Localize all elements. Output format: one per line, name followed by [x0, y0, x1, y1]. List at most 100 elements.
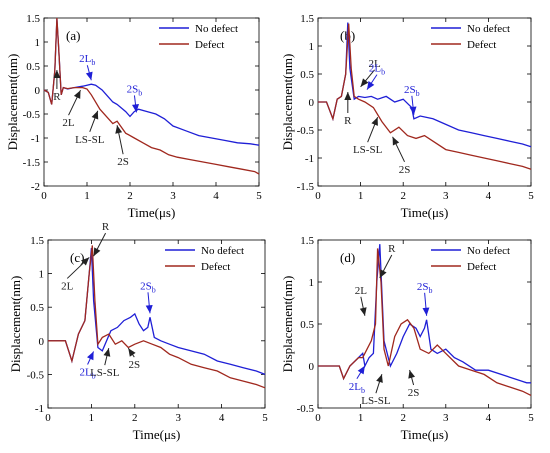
annotation-label: 2Sb: [417, 281, 433, 295]
y-tick-label: 0: [39, 336, 45, 348]
annotation-label: 2L: [368, 58, 381, 70]
legend-label: Defect: [195, 39, 224, 51]
annotation-label: R: [53, 91, 61, 103]
panel-label: (c): [70, 250, 84, 265]
x-tick-label: 5: [528, 412, 534, 424]
y-tick-label: -1.5: [23, 157, 41, 169]
x-tick-label: 5: [256, 190, 262, 202]
panel-label: (d): [340, 250, 355, 265]
series-line-no-defect: [48, 248, 266, 376]
annotation-label: 2Lb: [349, 381, 365, 395]
x-tick-label: 0: [45, 412, 51, 424]
x-tick-label: 5: [262, 412, 268, 424]
annotation-arrow-head: [115, 125, 123, 134]
x-tick-label: 3: [175, 412, 181, 424]
annotation-arrow-head: [128, 348, 136, 357]
x-tick-label: 3: [170, 190, 176, 202]
x-tick-label: 3: [443, 190, 449, 202]
annotation-label: LS-SL: [90, 367, 120, 379]
annotation-arrow-head: [73, 90, 81, 99]
x-axis-label: Time(μs): [128, 205, 176, 220]
x-tick-label: 1: [84, 190, 90, 202]
plot-frame: [47, 239, 266, 409]
annotation-arrow-head: [93, 247, 101, 257]
x-tick-label: 4: [486, 190, 492, 202]
annotation-label: 2Sb: [140, 280, 156, 294]
y-tick-label: 0.5: [26, 61, 40, 73]
panel-label: (a): [66, 28, 80, 43]
legend-label: No defect: [201, 245, 244, 257]
panel-c: 0 1 2 3 4 5 -1 -0.5 0 0.5 1 1.5 Time(μs) Displacement…: [8, 221, 268, 442]
y-axis-label: Displacement(nm): [280, 276, 295, 373]
y-tick-label: 1: [35, 37, 41, 49]
y-tick-label: 1.5: [300, 235, 314, 247]
annotation-arrow-head: [359, 307, 367, 316]
legend-label: Defect: [467, 261, 496, 273]
annotation-arrow-head: [408, 370, 415, 379]
annotation-arrow-head: [91, 110, 99, 120]
legend-label: Defect: [467, 39, 496, 51]
x-tick-label: 2: [132, 412, 138, 424]
panel-a: 0 1 2 3 4 5 -2 -1.5 -1 -0.5 0 0.5 1 1.5 Time(μs) Displa…: [5, 13, 262, 220]
x-axis-label: Time(μs): [401, 427, 449, 442]
annotation-label: 2Lb: [79, 367, 95, 381]
annotation-label: LS-SL: [353, 144, 383, 156]
annotation-label: 2Sb: [127, 83, 143, 97]
legend-label: No defect: [467, 245, 510, 257]
annotation-label: 2L: [61, 280, 74, 292]
y-tick-label: 0.5: [30, 302, 44, 314]
annotation-arrow-head: [371, 117, 378, 126]
y-tick-label: -1: [31, 133, 40, 145]
annotation-arrow-head: [392, 136, 400, 146]
y-tick-label: -1: [305, 153, 314, 165]
annotation-label: 2S: [408, 387, 420, 399]
y-tick-label: -0.5: [297, 403, 315, 415]
y-tick-label: -2: [31, 181, 40, 193]
x-tick-label: 0: [41, 190, 47, 202]
plot-frame: [43, 17, 260, 187]
x-tick-label: 1: [358, 412, 364, 424]
y-tick-label: -1: [35, 403, 44, 415]
y-tick-label: 1: [309, 41, 315, 53]
annotation-label: 2Lb: [369, 63, 385, 77]
x-tick-label: 4: [486, 412, 492, 424]
annotation-arrow-head: [87, 351, 94, 361]
y-tick-label: 1.5: [26, 13, 40, 25]
y-tick-label: -0.5: [23, 109, 41, 121]
annotation-arrow-head: [360, 78, 369, 87]
y-tick-label: -1.5: [297, 181, 315, 193]
annotation-arrow-head: [376, 374, 383, 383]
annotation-label: R: [102, 221, 110, 233]
y-tick-label: 0: [309, 361, 315, 373]
annotation-arrow-head: [53, 70, 61, 78]
annotation-label: 2Sb: [404, 84, 420, 98]
x-tick-label: 4: [213, 190, 219, 202]
annotation-label: R: [388, 243, 396, 255]
series-line-defect: [48, 245, 266, 389]
y-tick-label: 1.5: [30, 235, 44, 247]
series-line-no-defect: [318, 244, 531, 384]
annotation-arrow-head: [85, 71, 93, 81]
annotation-label: LS-SL: [361, 395, 391, 407]
annotation-arrow-head: [344, 92, 352, 100]
x-axis-label: Time(μs): [133, 427, 181, 442]
annotation-label: 2L: [355, 285, 368, 297]
annotation-arrow-head: [367, 81, 375, 90]
annotation-arrow-head: [379, 269, 387, 278]
x-tick-label: 5: [528, 190, 534, 202]
panel-b: 0 1 2 3 4 5 -1.5 -1 -0.5 0 0.5 1 1.5 Time(μs) Displace…: [280, 13, 534, 220]
annotation-label: 2S: [117, 156, 129, 168]
x-tick-label: 2: [400, 190, 406, 202]
y-tick-label: 1.5: [300, 13, 314, 25]
x-axis-label: Time(μs): [401, 205, 449, 220]
x-tick-label: 2: [127, 190, 133, 202]
annotation-arrow-head: [81, 257, 90, 266]
annotation-label: 2S: [128, 359, 140, 371]
annotation-arrow-head: [409, 106, 417, 115]
annotation-arrow-head: [132, 104, 139, 113]
y-tick-label: 1: [309, 277, 315, 289]
annotation-label: 2S: [399, 164, 411, 176]
y-axis-label: Displacement(nm): [8, 276, 23, 373]
y-tick-label: 0: [309, 97, 315, 109]
